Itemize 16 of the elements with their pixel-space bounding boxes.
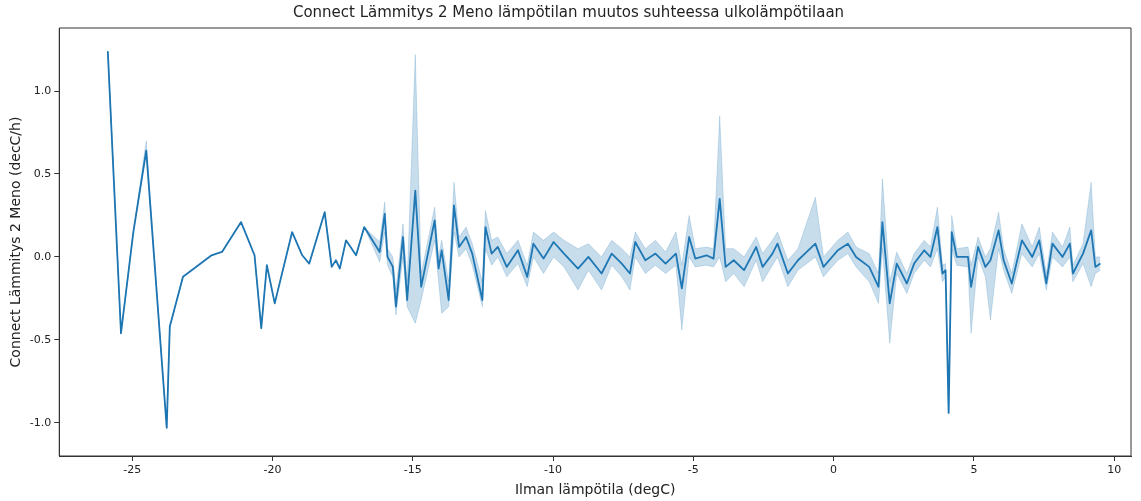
x-tick-label: -15 [403, 463, 422, 477]
y-tick-label: 1.0 [33, 83, 52, 97]
chart-title: Connect Lämmitys 2 Meno lämpötilan muutos suhteessa ulkolämpötilaan [292, 2, 845, 21]
x-tick-label: 0 [830, 463, 838, 477]
x-tick-label: -5 [687, 463, 699, 477]
y-axis-title: Connect Lämmitys 2 Meno (decC/h) [7, 116, 24, 368]
y-tick-label: 0.5 [33, 166, 52, 180]
y-tick-label: 0.0 [33, 249, 52, 263]
x-tick-label: 10 [1107, 463, 1122, 477]
x-tick-label: 5 [970, 463, 978, 477]
x-tick-label: -10 [544, 463, 563, 477]
y-tick-label: -0.5 [29, 332, 52, 346]
x-tick-label: -20 [263, 463, 282, 477]
x-tick-label: -25 [123, 463, 142, 477]
x-axis-title: Ilman lämpötila (degC) [514, 481, 676, 498]
y-tick-label: -1.0 [29, 415, 52, 429]
